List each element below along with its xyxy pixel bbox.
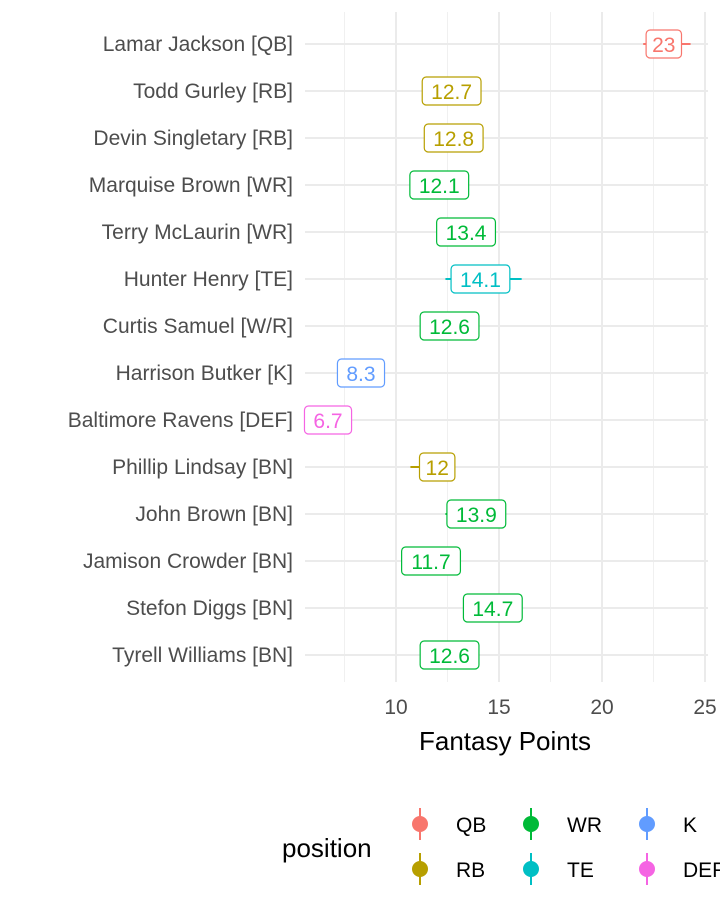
value-label-box [446, 499, 507, 529]
value-label-box [409, 170, 470, 200]
legend-label: TE [567, 859, 594, 882]
value-label: 13.9 [456, 504, 497, 527]
legend-entry-def: DEF [639, 853, 720, 885]
legend-label: WR [567, 814, 602, 837]
legend-key-dot [412, 816, 428, 832]
legend-entry-rb: RB [412, 853, 485, 885]
value-label: 12.7 [431, 81, 472, 104]
y-axis-label: Phillip Lindsay [BN] [112, 456, 293, 479]
legend: position QB WR K RB TE DEF [282, 808, 720, 885]
grid-lines [305, 12, 708, 682]
legend-key-dot [412, 861, 428, 877]
point-range-13: 12.6 [419, 640, 480, 670]
x-tick-label: 20 [590, 696, 613, 719]
value-label-box [419, 311, 480, 341]
value-label-box [645, 29, 683, 59]
y-axis-label: John Brown [BN] [135, 503, 293, 526]
value-label: 14.7 [472, 598, 513, 621]
x-tick-label: 15 [487, 696, 510, 719]
point-range-8: 6.7 [303, 405, 353, 435]
value-label-box [303, 405, 353, 435]
legend-entry-wr: WR [523, 808, 602, 840]
value-label-box [401, 546, 462, 576]
y-axis-label: Tyrell Williams [BN] [112, 644, 293, 667]
y-axis-label: Hunter Henry [TE] [124, 268, 293, 291]
legend-key-dot [639, 816, 655, 832]
value-label: 12.6 [429, 316, 470, 339]
value-label: 6.7 [313, 410, 342, 433]
legend-entry-te: TE [523, 853, 594, 885]
legend-label: QB [456, 814, 486, 837]
value-label-box [418, 452, 456, 482]
value-label: 14.1 [460, 269, 501, 292]
y-axis-label: Stefon Diggs [BN] [126, 597, 293, 620]
value-label: 23 [652, 34, 675, 57]
y-axis-label: Harrison Butker [K] [116, 362, 293, 385]
value-label-box [450, 264, 511, 294]
point-range-1: 12.7 [421, 76, 482, 106]
legend-label: K [683, 814, 697, 837]
legend-title: position [282, 833, 372, 863]
value-label: 11.7 [411, 551, 450, 574]
legend-key-dot [639, 861, 655, 877]
legend-entry-k: K [639, 808, 697, 840]
value-label-box [423, 123, 484, 153]
y-axis-label: Todd Gurley [RB] [133, 80, 293, 103]
value-label-box [436, 217, 497, 247]
y-axis-label: Jamison Crowder [BN] [83, 550, 293, 573]
x-tick-label: 10 [384, 696, 407, 719]
point-range-12: 14.7 [462, 593, 523, 623]
value-label-box [421, 76, 482, 106]
y-axis-label: Devin Singletary [RB] [93, 127, 293, 150]
y-axis-label: Lamar Jackson [QB] [103, 33, 293, 56]
value-label: 12.1 [419, 175, 460, 198]
y-axis-labels: Lamar Jackson [QB] Todd Gurley [RB] Devin … [68, 33, 293, 667]
point-range-2: 12.8 [423, 123, 484, 153]
point-range-5: 14.1 [445, 264, 522, 294]
point-range-11: 11.7 [401, 546, 462, 576]
legend-key-dot [523, 816, 539, 832]
value-label: 12 [426, 457, 449, 480]
legend-key-dot [523, 861, 539, 877]
point-range-4: 13.4 [436, 217, 497, 247]
value-label: 12.6 [429, 645, 470, 668]
y-axis-label: Baltimore Ravens [DEF] [68, 409, 293, 432]
legend-label: RB [456, 859, 485, 882]
value-label: 8.3 [346, 363, 375, 386]
value-label-box [419, 640, 480, 670]
x-axis-tick-labels: 10 15 20 25 [384, 696, 716, 719]
point-ranges: 23 12.7 12.8 12.1 13.4 14.1 12.6 8.3 6.7 12 13.9 11… [303, 29, 691, 670]
point-range-10: 13.9 [445, 499, 507, 529]
legend-entry-qb: QB [412, 808, 486, 840]
value-label-box [462, 593, 523, 623]
legend-label: DEF [683, 859, 720, 882]
point-range-3: 12.1 [409, 170, 470, 200]
point-range-7: 8.3 [336, 358, 386, 388]
y-axis-label: Curtis Samuel [W/R] [103, 315, 293, 338]
point-range-6: 12.6 [419, 311, 480, 341]
point-range-9: 12 [410, 452, 456, 482]
point-range-0: 23 [643, 29, 691, 59]
value-label-box [336, 358, 386, 388]
x-axis-title: Fantasy Points [419, 726, 591, 756]
x-tick-label: 25 [693, 696, 716, 719]
value-label: 13.4 [446, 222, 487, 245]
y-axis-label: Marquise Brown [WR] [89, 174, 293, 197]
y-axis-label: Terry McLaurin [WR] [102, 221, 293, 244]
value-label: 12.8 [433, 128, 474, 151]
